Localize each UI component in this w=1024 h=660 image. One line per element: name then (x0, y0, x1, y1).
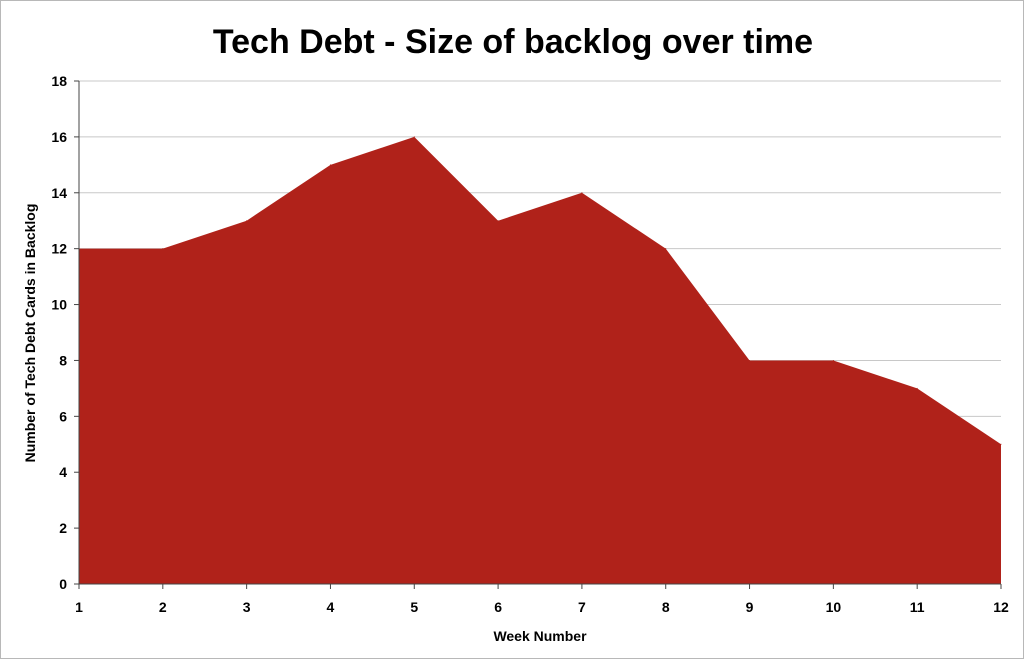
data-point (832, 359, 834, 361)
y-tick-label: 8 (59, 352, 67, 368)
x-tick-label: 1 (75, 599, 83, 615)
y-tick-label: 16 (51, 129, 67, 145)
y-tick-label: 14 (51, 185, 67, 201)
data-point (916, 387, 918, 389)
axes (74, 80, 1002, 589)
y-tick-labels: 0 2 4 6 8 10 12 14 16 18 (51, 73, 67, 592)
series-area (79, 136, 1001, 584)
x-tick-label: 7 (578, 599, 586, 615)
x-tick-labels: 1 2 3 4 5 6 7 8 9 10 11 12 (75, 599, 1009, 615)
x-tick-label: 3 (243, 599, 251, 615)
x-tick-label: 12 (993, 599, 1009, 615)
x-tick-label: 4 (327, 599, 335, 615)
data-point (749, 359, 751, 361)
x-tick-label: 9 (746, 599, 754, 615)
y-tick-label: 0 (59, 576, 67, 592)
y-axis-label: Number of Tech Debt Cards in Backlog (22, 204, 38, 463)
data-point (581, 192, 583, 194)
data-point (246, 220, 248, 222)
x-tick-label: 10 (826, 599, 842, 615)
data-point (1000, 443, 1002, 445)
data-point (497, 220, 499, 222)
x-tick-label: 8 (662, 599, 670, 615)
x-tick-label: 11 (910, 599, 925, 615)
y-tick-label: 18 (51, 73, 67, 89)
data-point (162, 248, 164, 250)
x-axis-label: Week Number (493, 628, 587, 644)
x-tick-label: 2 (159, 599, 167, 615)
x-tick-label: 5 (410, 599, 418, 615)
y-tick-label: 4 (59, 464, 67, 480)
data-point (665, 248, 667, 250)
y-tick-label: 10 (51, 297, 67, 313)
chart-title: Tech Debt - Size of backlog over time (213, 23, 813, 61)
x-tick-label: 6 (494, 599, 502, 615)
y-tick-label: 12 (51, 241, 67, 257)
y-tick-label: 6 (59, 408, 67, 424)
y-tick-label: 2 (59, 520, 67, 536)
data-point (329, 164, 331, 166)
data-point (413, 136, 415, 138)
